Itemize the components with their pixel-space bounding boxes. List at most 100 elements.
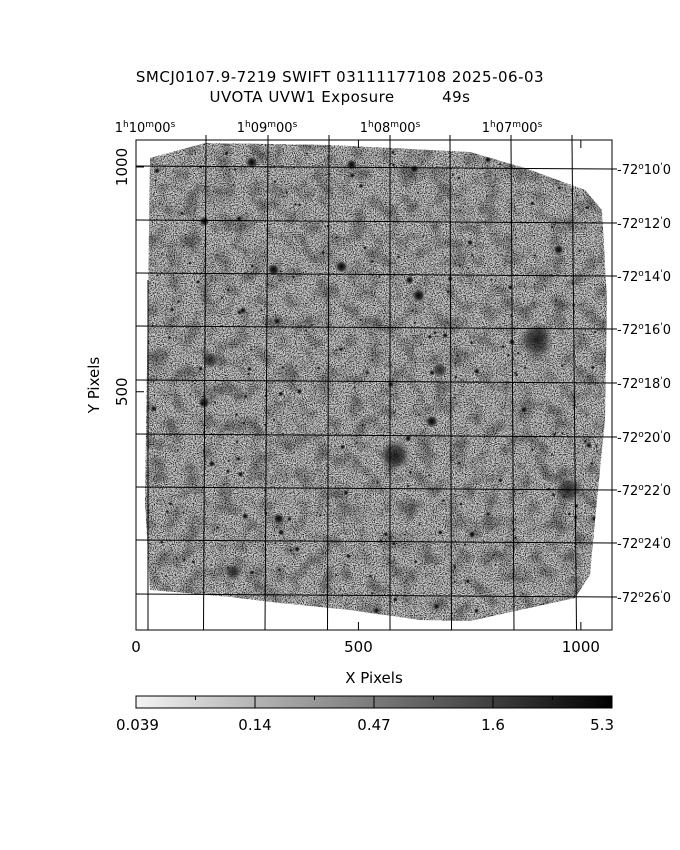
star xyxy=(277,529,285,536)
exposure-image xyxy=(145,143,607,621)
dec-grid-line xyxy=(135,165,613,170)
star xyxy=(573,503,579,509)
star xyxy=(365,370,370,375)
star xyxy=(359,318,363,322)
star xyxy=(421,160,424,164)
star xyxy=(470,253,474,257)
star xyxy=(158,202,161,205)
star xyxy=(182,511,185,514)
star xyxy=(593,330,597,334)
star xyxy=(249,570,255,575)
star xyxy=(506,353,511,358)
dec-label: -72o18'0 xyxy=(617,376,671,392)
star xyxy=(241,512,249,520)
star xyxy=(304,329,308,332)
dec-grid-line xyxy=(135,325,613,330)
star xyxy=(263,210,266,213)
star xyxy=(234,412,239,417)
star xyxy=(279,279,282,282)
colorbar-label: 1.6 xyxy=(481,716,505,734)
star xyxy=(214,350,217,353)
ra-grid-line xyxy=(203,139,207,631)
star xyxy=(553,244,564,255)
star xyxy=(496,286,499,289)
star xyxy=(176,448,180,452)
star xyxy=(427,334,433,340)
star xyxy=(453,375,458,379)
star xyxy=(533,253,537,258)
star xyxy=(500,344,505,349)
star xyxy=(560,364,565,368)
star xyxy=(154,167,160,174)
star xyxy=(233,167,237,172)
star xyxy=(513,535,518,540)
ra-grid-line xyxy=(510,139,515,631)
star xyxy=(235,215,243,223)
star xyxy=(180,211,184,216)
dec-label: -72o14'0 xyxy=(617,269,671,285)
star xyxy=(160,252,164,256)
dec-grid-line xyxy=(135,272,613,277)
star xyxy=(188,261,192,265)
dec-label: -72o20'0 xyxy=(617,430,671,446)
star xyxy=(458,502,463,506)
star xyxy=(156,274,160,277)
star xyxy=(368,574,372,578)
star xyxy=(466,266,470,270)
star xyxy=(215,525,220,530)
star xyxy=(583,439,588,444)
image-title-line2: UVOTA UVW1 Exposure 49s xyxy=(209,88,471,106)
star xyxy=(458,263,462,268)
star xyxy=(224,150,229,156)
diffuse-source xyxy=(224,563,242,581)
star xyxy=(220,296,224,300)
star xyxy=(310,323,314,327)
star xyxy=(552,432,557,437)
star xyxy=(442,498,446,503)
star xyxy=(413,321,417,325)
star xyxy=(376,480,379,484)
star xyxy=(349,172,355,179)
star xyxy=(590,461,594,466)
star xyxy=(246,372,251,376)
star xyxy=(231,183,235,187)
star xyxy=(285,190,289,195)
star xyxy=(235,440,239,444)
star xyxy=(293,203,297,207)
star xyxy=(567,512,572,517)
star xyxy=(457,340,461,343)
star xyxy=(557,186,562,190)
star xyxy=(373,607,380,614)
star xyxy=(421,234,425,238)
y-axis-label: Y Pixels xyxy=(85,357,103,415)
star xyxy=(418,522,421,526)
star xyxy=(453,396,457,400)
star xyxy=(236,456,241,462)
star xyxy=(153,178,158,182)
star xyxy=(550,225,554,229)
star xyxy=(445,271,448,274)
star xyxy=(294,546,301,553)
star xyxy=(392,596,398,603)
star xyxy=(289,548,293,553)
dec-label: -72o24'0 xyxy=(617,536,671,552)
star xyxy=(159,540,164,545)
star xyxy=(352,386,356,389)
star xyxy=(529,201,535,206)
star xyxy=(259,308,263,312)
star xyxy=(396,255,401,259)
star xyxy=(391,162,396,167)
star xyxy=(390,150,395,155)
star xyxy=(459,209,462,212)
star xyxy=(339,588,342,590)
y-tick-label: 500 xyxy=(113,377,131,406)
dec-label: -72o22'0 xyxy=(617,483,671,499)
ra-label: 1h08m00s xyxy=(360,120,421,136)
star xyxy=(189,392,192,396)
star xyxy=(578,249,582,253)
star xyxy=(512,528,516,532)
ra-label: 1h07m00s xyxy=(482,120,543,136)
dec-grid-line xyxy=(135,379,613,384)
star xyxy=(244,588,247,591)
star xyxy=(457,176,461,180)
